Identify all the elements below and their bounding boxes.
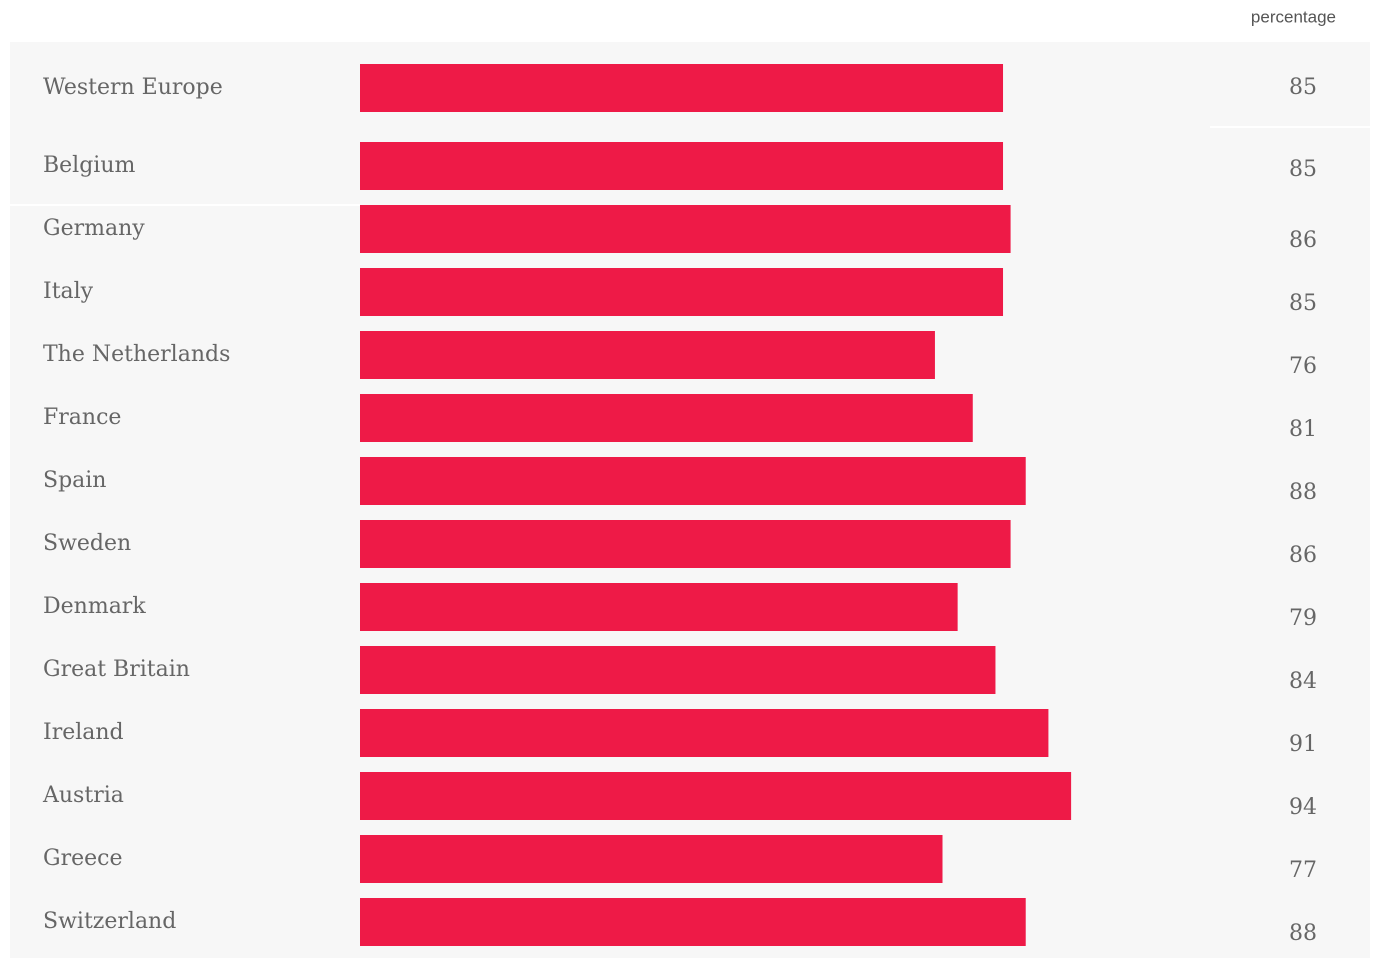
bar xyxy=(360,898,1026,946)
category-label: Western Europe xyxy=(43,75,223,100)
bar xyxy=(360,457,1026,505)
bar xyxy=(360,583,958,631)
value-label: 85 xyxy=(1289,75,1317,100)
category-label: Great Britain xyxy=(43,657,190,682)
value-label: 86 xyxy=(1289,543,1317,568)
value-label: 88 xyxy=(1289,921,1317,946)
value-label: 88 xyxy=(1289,480,1317,505)
bar xyxy=(360,835,943,883)
category-label: Spain xyxy=(43,468,106,493)
category-label: Germany xyxy=(43,216,145,241)
category-label: Switzerland xyxy=(43,909,176,934)
bar xyxy=(360,268,1004,316)
value-label: 91 xyxy=(1289,732,1317,757)
category-label: Italy xyxy=(43,279,94,304)
bar xyxy=(360,520,1011,568)
category-label: Belgium xyxy=(43,153,136,178)
value-label: 94 xyxy=(1289,795,1317,820)
bar xyxy=(360,709,1049,757)
bar xyxy=(360,772,1072,820)
value-label: 86 xyxy=(1289,228,1317,253)
category-label: Austria xyxy=(42,783,124,808)
value-label: 79 xyxy=(1289,606,1317,631)
value-label: 85 xyxy=(1289,157,1317,182)
value-label: 85 xyxy=(1289,291,1317,316)
category-label: The Netherlands xyxy=(43,342,230,367)
value-label: 84 xyxy=(1289,669,1317,694)
category-label: Sweden xyxy=(43,531,131,556)
category-label: France xyxy=(43,405,121,430)
bar xyxy=(360,142,1004,190)
value-label: 81 xyxy=(1289,417,1317,442)
value-label: 76 xyxy=(1289,354,1317,379)
category-label: Ireland xyxy=(43,720,124,745)
bar xyxy=(360,331,935,379)
value-label: 77 xyxy=(1289,858,1317,883)
unit-label: percentage xyxy=(1251,7,1336,26)
category-label: Greece xyxy=(43,846,122,871)
bar xyxy=(360,646,996,694)
bar xyxy=(360,64,1004,112)
category-label: Denmark xyxy=(43,594,146,619)
bar xyxy=(360,394,973,442)
bar xyxy=(360,205,1011,253)
